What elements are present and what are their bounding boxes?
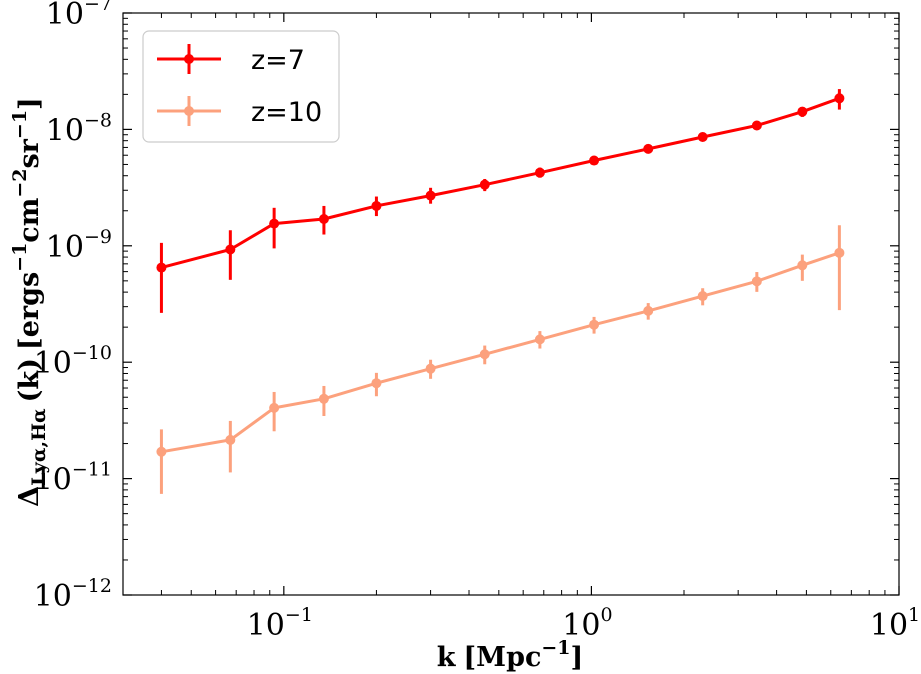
data-point-z10 (318, 393, 329, 404)
series-line-z10 (161, 251, 840, 454)
y-tick-label: 10−12 (34, 575, 112, 614)
legend-entry-z10: z=10 (157, 96, 322, 128)
y-tick-label: 10−11 (34, 459, 112, 498)
legend-marker-z7 (184, 54, 194, 64)
data-point-z7 (797, 106, 808, 117)
data-point-z10 (589, 319, 600, 330)
legend: z=7 z=10 (142, 30, 340, 143)
legend-entry-z7: z=7 (157, 44, 305, 76)
data-point-z10 (751, 276, 762, 287)
data-point-z7 (643, 143, 654, 154)
data-point-z7 (834, 93, 845, 104)
data-point-z7 (534, 167, 545, 178)
data-point-z10 (834, 247, 845, 258)
axis-ticks: 10−1 100 101 10−12 10−11 10−10 10−9 10−8 10−7 (34, 0, 920, 643)
y-tick-label: 10−9 (46, 226, 112, 265)
data-point-z10 (225, 434, 236, 445)
data-point-z10 (269, 402, 280, 413)
data-point-z7 (697, 132, 708, 143)
data-point-z7 (479, 179, 490, 190)
data-point-z10 (425, 363, 436, 374)
legend-marker-z10 (184, 106, 194, 116)
series-line-z7 (161, 96, 840, 270)
y-tick-label: 10−7 (46, 0, 112, 32)
data-point-z7 (751, 120, 762, 131)
series-z7 (156, 89, 845, 313)
data-point-z10 (697, 291, 708, 302)
data-point-z7 (589, 155, 600, 166)
x-tick-label: 101 (870, 604, 920, 643)
data-point-z7 (318, 213, 329, 224)
data-point-z7 (425, 190, 436, 201)
data-point-z7 (371, 200, 382, 211)
data-point-z7 (225, 244, 236, 255)
data-point-z7 (269, 218, 280, 229)
legend-label-z10: z=10 (251, 97, 322, 128)
data-point-z10 (156, 446, 167, 457)
data-point-z10 (534, 334, 545, 345)
x-axis-title: k [Mpc−1] (437, 637, 584, 673)
data-point-z10 (479, 349, 490, 360)
data-point-z10 (371, 378, 382, 389)
y-axis-title: ΔLyα,Hα(k)[ergs−1cm−2sr−1] (9, 97, 50, 507)
plot-frame (122, 12, 900, 596)
data-series (156, 89, 845, 494)
x-tick-label: 10−1 (247, 604, 313, 643)
data-point-z10 (643, 305, 654, 316)
x-tick-label: 100 (562, 604, 612, 643)
data-point-z7 (156, 262, 167, 273)
y-tick-label: 10−8 (46, 109, 112, 148)
legend-label-z7: z=7 (251, 45, 305, 76)
data-point-z10 (797, 260, 808, 271)
series-z10 (156, 225, 845, 494)
y-tick-label: 10−10 (34, 342, 112, 381)
